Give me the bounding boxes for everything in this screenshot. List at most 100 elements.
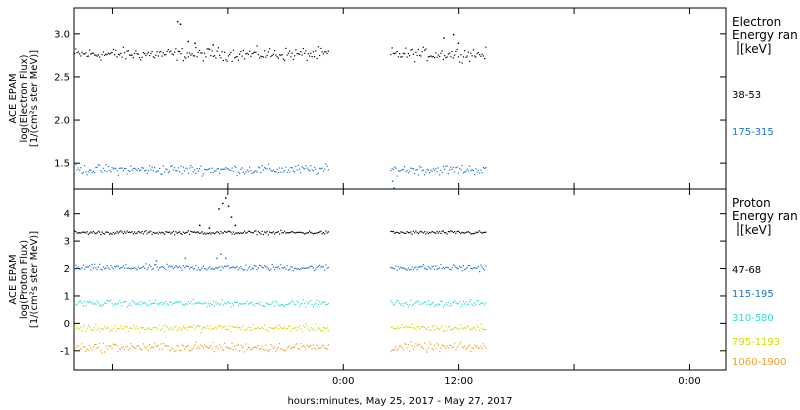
data-point xyxy=(167,231,169,234)
data-point xyxy=(206,48,208,50)
data-point xyxy=(470,52,472,54)
data-point xyxy=(176,170,178,172)
data-point xyxy=(222,326,224,328)
data-point xyxy=(271,170,273,172)
data-point xyxy=(255,51,257,53)
data-point xyxy=(186,52,188,54)
data-point xyxy=(184,232,186,234)
data-point xyxy=(235,348,237,351)
data-point xyxy=(450,345,452,347)
data-point xyxy=(150,266,152,268)
data-point xyxy=(472,304,474,307)
data-point xyxy=(286,232,288,234)
data-point xyxy=(302,232,304,234)
data-point xyxy=(481,302,483,304)
data-point xyxy=(150,328,152,331)
data-point xyxy=(437,54,439,56)
data-point xyxy=(246,300,248,302)
data-point xyxy=(101,54,103,56)
data-point xyxy=(165,301,167,303)
data-point xyxy=(271,264,273,266)
data-point xyxy=(279,305,281,307)
data-point xyxy=(430,232,432,234)
data-point xyxy=(227,55,229,57)
data-point xyxy=(424,301,426,303)
data-point xyxy=(117,327,119,330)
data-point xyxy=(190,266,192,268)
data-point xyxy=(161,328,163,330)
data-point xyxy=(207,168,209,170)
data-point xyxy=(267,350,269,353)
data-point xyxy=(286,265,288,267)
data-point xyxy=(177,301,179,304)
x-axis-tick-labels: 0:00 12:00 0:00 xyxy=(332,376,701,387)
data-point xyxy=(281,167,283,169)
data-point xyxy=(410,231,412,233)
data-point xyxy=(281,303,283,306)
data-point xyxy=(422,232,424,234)
data-point xyxy=(177,50,179,52)
data-point xyxy=(239,303,241,305)
data-point xyxy=(151,233,153,235)
data-point xyxy=(292,58,294,61)
data-point xyxy=(180,232,182,235)
data-point xyxy=(467,303,469,305)
data-point xyxy=(285,232,287,234)
data-point xyxy=(479,271,481,273)
data-point xyxy=(301,302,303,304)
data-point xyxy=(217,231,219,233)
data-point xyxy=(276,168,278,170)
data-point xyxy=(299,268,301,271)
data-point xyxy=(450,56,452,58)
data-point xyxy=(102,266,104,268)
data-point xyxy=(469,60,471,62)
data-point xyxy=(474,344,476,346)
data-point xyxy=(214,327,216,329)
data-point xyxy=(139,347,141,349)
data-point xyxy=(201,52,203,54)
data-point xyxy=(214,55,216,57)
data-point xyxy=(251,329,253,331)
data-point xyxy=(214,305,216,307)
data-point xyxy=(411,323,413,325)
data-point xyxy=(185,265,187,267)
data-point xyxy=(211,348,213,350)
data-point xyxy=(92,267,94,269)
data-point xyxy=(212,268,214,270)
data-point xyxy=(426,231,428,233)
data-point xyxy=(475,267,477,269)
data-point xyxy=(219,54,221,56)
data-point xyxy=(104,54,106,56)
data-point xyxy=(429,329,431,331)
data-point xyxy=(111,51,113,54)
data-point xyxy=(225,303,227,305)
data-point xyxy=(195,265,197,267)
data-point xyxy=(169,231,171,233)
data-point xyxy=(296,329,298,332)
data-point xyxy=(472,169,474,172)
data-point xyxy=(121,347,123,349)
data-point xyxy=(310,344,312,347)
data-point xyxy=(309,345,311,348)
data-point xyxy=(112,343,114,345)
data-point xyxy=(94,172,96,174)
data-point xyxy=(306,344,308,347)
data-point xyxy=(79,300,81,303)
data-point xyxy=(446,304,448,306)
data-point xyxy=(465,301,467,303)
data-point xyxy=(187,326,189,328)
data-point xyxy=(392,231,394,233)
data-point xyxy=(291,347,293,349)
data-point xyxy=(240,328,242,331)
data-point xyxy=(470,170,472,172)
data-point xyxy=(190,300,192,302)
data-point xyxy=(200,232,202,234)
data-point xyxy=(306,59,308,61)
data-point xyxy=(174,302,176,304)
data-point xyxy=(145,348,147,350)
data-point xyxy=(414,302,416,304)
data-point xyxy=(405,171,407,173)
data-point xyxy=(294,304,296,306)
data-point xyxy=(454,326,456,329)
data-point xyxy=(315,348,317,350)
